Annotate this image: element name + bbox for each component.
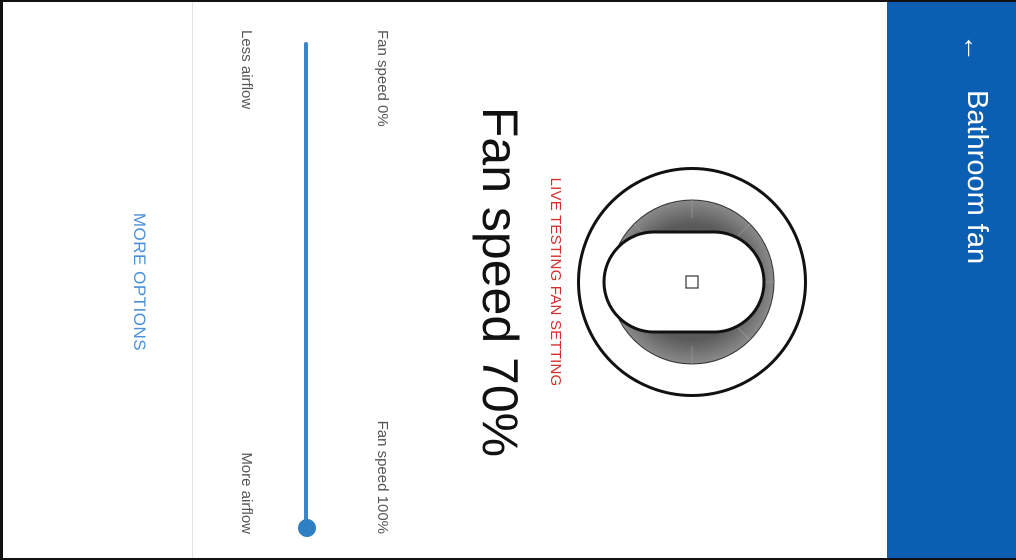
fan-knob [602,230,766,334]
page-title: Bathroom fan [961,90,993,265]
live-testing-label: LIVE TESTING FAN SETTING [547,177,564,387]
divider [192,2,193,558]
slider-max-label: Fan speed 100% [374,420,391,534]
slider-min-label: Fan speed 0% [374,30,391,127]
arrow-back-icon[interactable]: ← [958,34,989,62]
fan-settings-view: ← Bathroom fan [3,2,1016,558]
stop-square-icon [685,275,699,289]
more-airflow-label: More airflow [238,452,255,534]
less-airflow-label: Less airflow [238,30,255,110]
fan-speed-value: Fan speed 70% [472,106,528,458]
fan-speed-slider-track[interactable] [304,42,308,530]
fan-dial[interactable] [577,167,807,397]
fan-speed-slider-thumb[interactable] [298,519,316,537]
more-options-button[interactable]: MORE OPTIONS [130,212,149,352]
fan-dial-graphic [594,184,790,380]
app-bar: ← Bathroom fan [887,2,1016,558]
